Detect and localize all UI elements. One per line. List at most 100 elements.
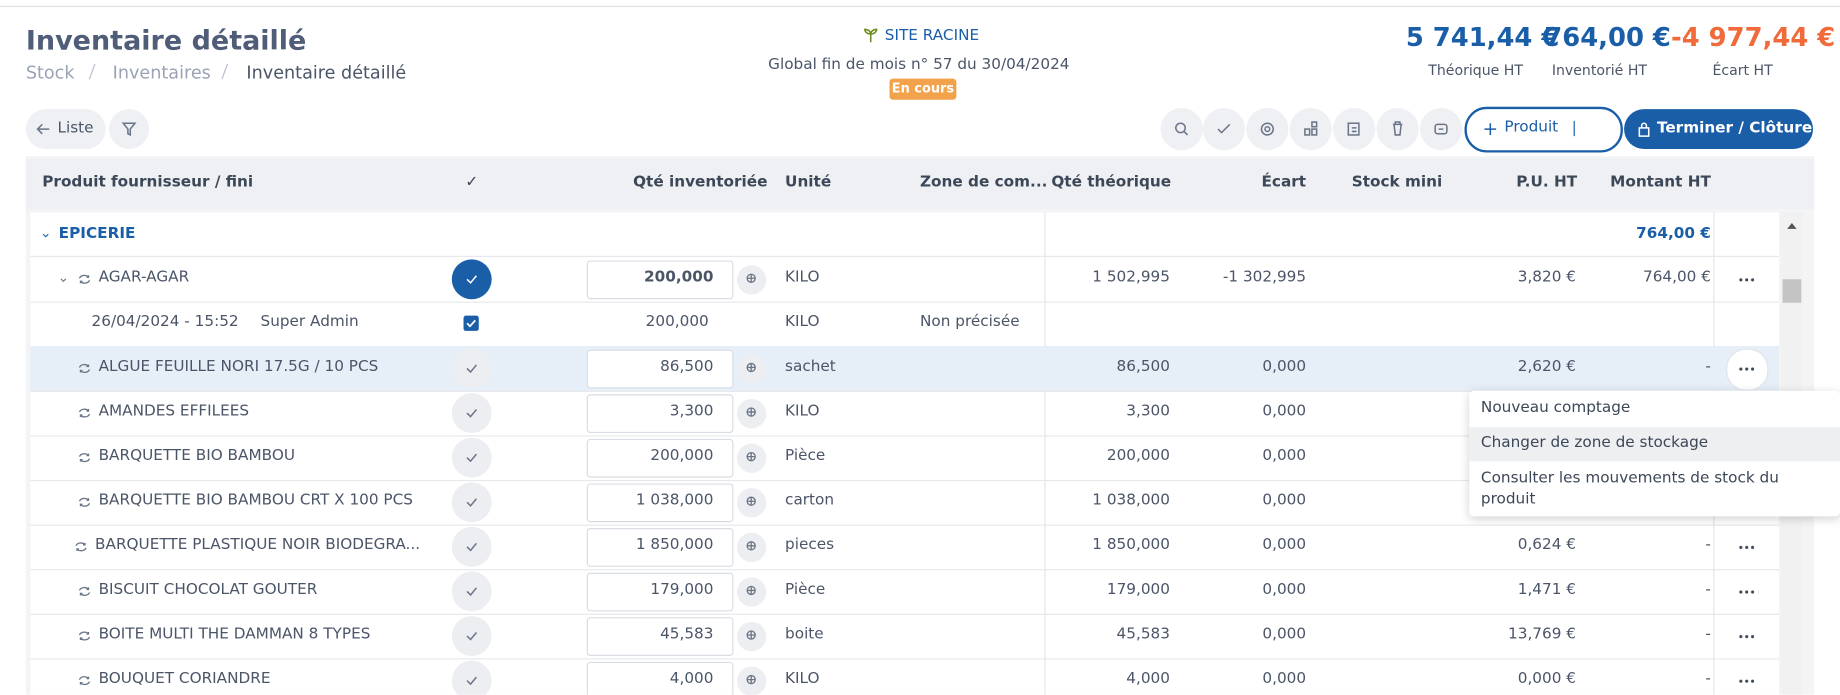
check-circle[interactable]	[451, 482, 492, 523]
unit: pieces	[785, 536, 835, 554]
check-circle[interactable]	[451, 616, 492, 656]
count-checkbox[interactable]	[463, 315, 479, 331]
scan-icon	[745, 272, 759, 286]
toolbar-icon	[1303, 121, 1319, 137]
qty-input[interactable]	[586, 661, 734, 695]
total-value: -4 977,44 €	[1671, 23, 1836, 53]
check-circle[interactable]	[451, 259, 492, 300]
scan-icon	[745, 451, 759, 465]
back-label: Liste	[57, 119, 94, 138]
check-circle[interactable]	[451, 526, 492, 567]
toolbar-icon-button[interactable]	[1289, 107, 1332, 151]
actions-dots[interactable]	[1737, 367, 1755, 371]
column-header[interactable]: P.U. HT	[1516, 173, 1578, 192]
check-icon	[464, 539, 480, 555]
actions-dots[interactable]	[1737, 278, 1755, 282]
product-icon	[77, 674, 91, 688]
qty-input[interactable]	[586, 260, 734, 300]
theoretical: 1 502,995	[1092, 268, 1170, 287]
check-circle[interactable]	[451, 437, 492, 478]
column-header[interactable]: Qté inventoriée	[633, 173, 768, 192]
column-header[interactable]: Unité	[785, 173, 832, 192]
column-header[interactable]: Produit fournisseur / fini	[42, 173, 254, 192]
amount: -	[1705, 580, 1711, 599]
caret	[1573, 120, 1575, 137]
column-header[interactable]: Qté théorique	[1051, 173, 1172, 192]
scrollbar-thumb	[1782, 279, 1802, 303]
check-circle[interactable]	[451, 348, 492, 389]
check-circle[interactable]	[451, 571, 492, 612]
column-header[interactable]: ✓	[465, 173, 479, 192]
scan-icon	[745, 406, 759, 420]
add-button[interactable]	[1464, 106, 1623, 153]
gap: 0,000	[1262, 536, 1307, 554]
menu-label[interactable]: Changer de zone de stockage	[1480, 434, 1709, 452]
menu-label[interactable]: Nouveau comptage	[1480, 398, 1631, 417]
breadcrumb-item[interactable]: Inventaires	[112, 62, 211, 84]
column-header[interactable]: Montant HT	[1610, 173, 1711, 192]
count-unit: KILO	[785, 313, 820, 331]
actions-dots[interactable]	[1737, 590, 1755, 594]
row-line	[30, 301, 1779, 303]
qty-value: 200,000	[650, 447, 714, 465]
total-value: 5 741,44 €	[1405, 23, 1560, 53]
actions-dots[interactable]	[1737, 545, 1755, 550]
scan-icon	[745, 584, 759, 598]
total-label: Écart HT	[1712, 62, 1773, 79]
check-circle[interactable]	[451, 393, 492, 434]
filter-button[interactable]	[109, 109, 150, 150]
breadcrumb-sep	[221, 63, 229, 80]
product-name: BISCUIT CHOCOLAT GOUTER	[98, 580, 318, 599]
qty-input[interactable]	[586, 528, 734, 567]
qty-input[interactable]	[586, 617, 734, 656]
gap: 0,000	[1262, 625, 1307, 644]
row-line	[30, 255, 1779, 257]
breadcrumb-item[interactable]: Stock	[25, 62, 75, 84]
site-name: SITE RACINE	[884, 26, 980, 45]
theoretical: 4,000	[1126, 670, 1170, 688]
unit: Pièce	[785, 447, 826, 465]
check-icon	[464, 672, 480, 688]
col-divider	[1044, 212, 1046, 695]
toolbar-icon-button[interactable]	[1333, 107, 1376, 151]
actions-dots[interactable]	[1737, 679, 1755, 683]
qty-input[interactable]	[586, 572, 734, 612]
menu-label[interactable]: Consulter les mouvements de stock du pro…	[1480, 469, 1779, 509]
actions-dots[interactable]	[1737, 634, 1755, 639]
column-header[interactable]: Stock mini	[1351, 173, 1443, 192]
column-header[interactable]: Zone de com...	[920, 173, 1048, 192]
scan-icon	[745, 495, 759, 509]
subtitle: Global fin de mois n° 57 du 30/04/2024	[768, 56, 1070, 74]
qty-input[interactable]	[586, 483, 734, 523]
breadcrumb-sep	[88, 63, 96, 80]
back-arrow	[35, 121, 51, 137]
toolbar-icon	[1389, 121, 1405, 137]
toolbar-icon-button[interactable]	[1202, 107, 1246, 151]
menu-item[interactable]	[1469, 427, 1840, 462]
theoretical: 1 850,000	[1092, 536, 1170, 554]
finish-button[interactable]	[1624, 109, 1814, 150]
qty-input[interactable]	[586, 438, 734, 478]
check-icon	[464, 271, 480, 287]
product-icon	[77, 451, 91, 465]
qty-input[interactable]	[586, 394, 734, 434]
row-line	[30, 658, 1779, 660]
product-name: BARQUETTE BIO BAMBOU CRT X 100 PCS	[98, 491, 413, 510]
qty-value: 45,583	[660, 625, 714, 644]
unit-price: 0,624 €	[1517, 536, 1576, 554]
toolbar-icon-button[interactable]	[1376, 107, 1419, 151]
status-badge: En cours	[889, 78, 957, 100]
toolbar-icon-button[interactable]	[1246, 107, 1289, 151]
unit: boite	[785, 625, 824, 644]
total-label: Inventorié HT	[1551, 62, 1648, 79]
theoretical: 3,300	[1126, 402, 1170, 421]
check-circle[interactable]	[451, 660, 492, 695]
toolbar-icon-button[interactable]	[1160, 107, 1203, 151]
count-zone: Non précisée	[920, 313, 1020, 331]
scan-icon	[745, 540, 759, 554]
qty-value: 86,500	[660, 357, 714, 376]
qty-value: 1 038,000	[635, 491, 714, 510]
column-header[interactable]: Écart	[1261, 173, 1307, 192]
group-name: EPICERIE	[58, 225, 136, 243]
qty-input[interactable]	[586, 349, 734, 389]
